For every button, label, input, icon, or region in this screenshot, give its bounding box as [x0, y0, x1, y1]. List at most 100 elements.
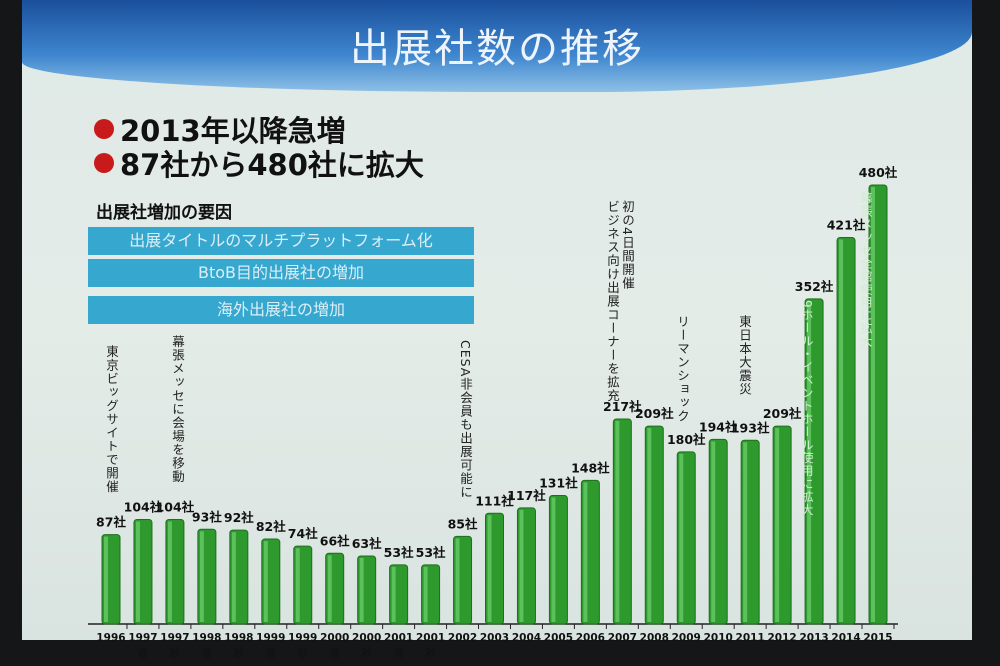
- bullet-text: 87社から480社に拡大: [120, 148, 424, 182]
- bar-highlight: [679, 453, 684, 622]
- x-tick-label-year: 2011: [736, 632, 765, 644]
- value-label: 82社: [256, 519, 286, 534]
- value-label: 104社: [156, 499, 195, 514]
- bar-highlight: [167, 521, 172, 622]
- x-tick-label-year: 1997: [160, 632, 189, 644]
- bar-highlight: [231, 532, 236, 622]
- factors-heading: 出展社増加の要因: [96, 203, 232, 223]
- x-tick-label-season: 春: [393, 647, 404, 660]
- bar-highlight: [487, 515, 492, 622]
- value-label: 104社: [124, 499, 163, 514]
- value-label: 66社: [320, 533, 350, 548]
- value-label: 111社: [475, 493, 514, 508]
- annotation-2009: リーマンショック: [675, 315, 690, 423]
- x-tick-label-season: 春: [137, 647, 148, 660]
- bar-highlight: [327, 555, 332, 622]
- x-tick-label-year: 2013: [799, 632, 828, 644]
- x-tick-label-year: 2001: [416, 632, 445, 644]
- annotation-1997-autumn: 幕張メッセに会場を移動: [170, 335, 185, 484]
- x-tick-label-year: 2015: [863, 632, 892, 644]
- value-label: 352社: [795, 279, 834, 294]
- value-label: 53社: [384, 545, 414, 560]
- bar-highlight: [391, 566, 396, 622]
- bar-highlight: [359, 557, 364, 622]
- x-tick-label-season: 秋: [233, 646, 244, 660]
- x-tick-label-season: 春: [265, 647, 276, 660]
- x-tick-label-year: 1998: [224, 632, 253, 644]
- factor-item: 海外出展社の増加: [88, 296, 474, 324]
- factor-item: BtoB目的出展社の増加: [88, 259, 474, 287]
- bar-highlight: [775, 428, 780, 622]
- value-label: 148社: [571, 460, 610, 475]
- x-tick-label-year: 1999: [288, 632, 317, 644]
- x-tick-label-year: 1998: [192, 632, 221, 644]
- bar-highlight: [199, 531, 204, 622]
- bar-highlight: [871, 187, 875, 622]
- bar-highlight: [263, 541, 268, 622]
- annotation-2002: CESA非会員も出展可能に: [458, 340, 473, 499]
- bullet-dot-icon: [94, 153, 114, 173]
- value-label: 217社: [603, 399, 642, 414]
- x-tick-label-year: 2000: [352, 632, 381, 644]
- value-label: 480社: [859, 165, 898, 180]
- x-tick-label-season: 春: [329, 647, 340, 660]
- value-label: 117社: [507, 488, 546, 503]
- value-label: 63社: [352, 536, 382, 551]
- bar-highlight: [455, 538, 460, 622]
- x-tick-label-year: 1996: [96, 632, 125, 644]
- value-label: 209社: [635, 406, 674, 421]
- value-label: 87社: [96, 515, 126, 530]
- x-tick-label-year: 2007: [608, 632, 637, 644]
- value-label: 193社: [731, 420, 770, 435]
- x-tick-label-season: 春: [201, 647, 212, 660]
- slide-header: [22, 0, 972, 92]
- bar-highlight: [743, 442, 748, 622]
- bar-highlight: [135, 521, 140, 622]
- slide-title: 出展社数の推移: [350, 26, 644, 72]
- x-tick-label-year: 2012: [768, 632, 797, 644]
- value-label: 92社: [224, 510, 254, 525]
- annotation-2011: 東日本大震災: [737, 315, 752, 396]
- annotation-2007-b: ビジネス向け出展コーナーを拡充: [605, 200, 620, 403]
- x-tick-label-year: 2009: [672, 632, 701, 644]
- bar-highlight: [583, 482, 588, 622]
- x-tick-label-year: 2000: [320, 632, 349, 644]
- bullet-dot-icon: [94, 119, 114, 139]
- bar-highlight: [615, 420, 620, 622]
- value-label: 209社: [763, 406, 802, 421]
- bar-highlight: [519, 509, 524, 622]
- value-label: 421社: [827, 217, 866, 232]
- bar-highlight: [423, 566, 428, 622]
- annotation-2007-a: 初の4日間開催: [620, 200, 635, 290]
- annotation-2015: 幕張メッセ全館使用に拡大: [859, 192, 873, 348]
- value-label: 93社: [192, 509, 222, 524]
- value-label: 74社: [288, 526, 318, 541]
- x-tick-label-year: 2003: [480, 632, 509, 644]
- x-tick-label-year: 2006: [576, 632, 605, 644]
- bar-highlight: [551, 497, 556, 622]
- x-tick-label-year: 2010: [704, 632, 733, 644]
- x-tick-label-season: 秋: [361, 646, 372, 660]
- x-tick-label-year: 1999: [256, 632, 285, 644]
- bar-highlight: [839, 239, 844, 622]
- x-tick-label-year: 1997: [128, 632, 157, 644]
- bullet-1: 2013年以降急増: [94, 108, 346, 150]
- bar-highlight: [647, 428, 652, 622]
- x-tick-label-year: 2014: [831, 632, 860, 644]
- x-tick-label-year: 2008: [640, 632, 669, 644]
- bullet-text: 2013年以降急増: [120, 114, 346, 148]
- bar-highlight: [711, 441, 716, 622]
- x-tick-label-season: 秋: [425, 646, 436, 660]
- x-tick-label-year: 2005: [544, 632, 573, 644]
- value-label: 53社: [416, 545, 446, 560]
- x-tick-label-year: 2002: [448, 632, 477, 644]
- factor-item: 出展タイトルのマルチプラットフォーム化: [88, 227, 474, 255]
- bar-highlight: [104, 536, 108, 622]
- x-tick-label-year: 2001: [384, 632, 413, 644]
- value-label: 180社: [667, 432, 706, 447]
- x-tick-label-season: 秋: [169, 646, 180, 660]
- value-label: 85社: [448, 516, 478, 531]
- x-tick-label-year: 2004: [512, 632, 541, 644]
- annotation-1996: 東京ビッグサイトで開催: [104, 345, 119, 494]
